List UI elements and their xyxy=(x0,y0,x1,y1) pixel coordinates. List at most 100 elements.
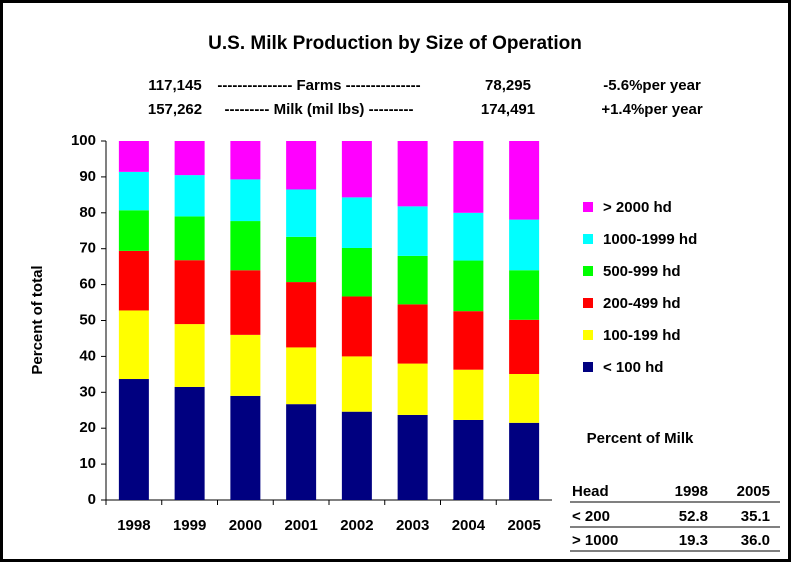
bar-segment xyxy=(397,414,428,500)
annotation-rate: +1.4%per year xyxy=(601,101,702,118)
bar-segment xyxy=(174,386,205,500)
bar-segment xyxy=(341,247,372,297)
bar-segment xyxy=(118,250,149,311)
table-cell: > 1000 xyxy=(572,532,618,549)
x-tick-label: 2004 xyxy=(452,517,486,534)
annotation-end: 78,295 xyxy=(485,77,531,94)
bar-segment xyxy=(453,369,484,420)
bar-segment xyxy=(397,304,428,364)
bar-segment xyxy=(286,141,317,190)
annotation-rate: -5.6%per year xyxy=(603,77,701,94)
bar-segment xyxy=(509,219,540,271)
y-tick-label: 40 xyxy=(79,347,96,364)
bar-segment xyxy=(174,216,205,261)
bar-segment xyxy=(286,404,317,500)
x-tick-label: 1999 xyxy=(173,517,206,534)
bar-segment xyxy=(341,411,372,500)
bar-segment xyxy=(286,236,317,283)
table-cell: 19.3 xyxy=(679,532,708,549)
x-tick-label: 2005 xyxy=(507,517,540,534)
bar-segment xyxy=(174,260,205,325)
legend-swatch xyxy=(583,234,593,244)
chart-title: U.S. Milk Production by Size of Operatio… xyxy=(208,33,582,54)
bar-segment xyxy=(118,310,149,380)
bar-segment xyxy=(397,363,428,415)
bar-segment xyxy=(341,296,372,357)
legend-label: 100-199 hd xyxy=(603,327,681,344)
legend-swatch xyxy=(583,202,593,212)
legend-label: 200-499 hd xyxy=(603,295,681,312)
bar-segment xyxy=(509,319,540,374)
annotation-start: 157,262 xyxy=(148,101,202,118)
bar-segment xyxy=(118,171,149,211)
bar-segment xyxy=(397,206,428,256)
bar-segment xyxy=(230,179,261,222)
bar-segment xyxy=(286,282,317,348)
table-cell: 52.8 xyxy=(679,508,708,525)
bar-segment xyxy=(453,141,484,213)
bar-segment xyxy=(341,141,372,198)
bar-segment xyxy=(509,141,540,220)
bar-segment xyxy=(453,260,484,312)
bar-segment xyxy=(397,255,428,305)
annotation-end: 174,491 xyxy=(481,101,535,118)
y-tick-label: 100 xyxy=(71,132,96,149)
y-tick-label: 90 xyxy=(79,168,96,185)
y-axis-label: Percent of total xyxy=(29,265,46,374)
legend-swatch xyxy=(583,298,593,308)
y-tick-label: 60 xyxy=(79,276,96,293)
annotation-start: 117,145 xyxy=(148,77,201,94)
x-tick-label: 2001 xyxy=(284,517,317,534)
bar-segment xyxy=(453,212,484,261)
table-title: Percent of Milk xyxy=(587,430,694,447)
bar-segment xyxy=(453,311,484,370)
y-tick-label: 20 xyxy=(79,419,96,436)
bar-segment xyxy=(453,419,484,500)
annotation-label: --------------- Farms --------------- xyxy=(217,77,420,94)
y-tick-label: 50 xyxy=(79,311,96,328)
bar-segment xyxy=(230,221,261,271)
x-tick-label: 2000 xyxy=(229,517,262,534)
y-tick-label: 10 xyxy=(79,455,96,472)
y-tick-label: 0 xyxy=(88,491,96,508)
legend-swatch xyxy=(583,362,593,372)
table-cell: 35.1 xyxy=(741,508,770,525)
bar-segment xyxy=(509,422,540,500)
table-header: 1998 xyxy=(675,483,708,500)
bar-segment xyxy=(174,324,205,387)
bar-segment xyxy=(230,141,261,180)
legend-swatch xyxy=(583,266,593,276)
legend-label: 1000-1999 hd xyxy=(603,231,697,248)
bar-segment xyxy=(230,334,261,396)
bar-segment xyxy=(118,379,149,500)
bar-segment xyxy=(397,141,428,207)
bar-segment xyxy=(230,395,261,500)
bar-segment xyxy=(509,373,540,423)
table-cell: < 200 xyxy=(572,508,610,525)
table-header: 2005 xyxy=(737,483,770,500)
y-tick-label: 30 xyxy=(79,383,96,400)
y-tick-label: 80 xyxy=(79,204,96,221)
bar-segment xyxy=(341,356,372,412)
table-cell: 36.0 xyxy=(741,532,770,549)
bar-segment xyxy=(174,175,205,217)
legend-swatch xyxy=(583,330,593,340)
bar-segment xyxy=(509,270,540,320)
x-tick-label: 1998 xyxy=(117,517,150,534)
y-tick-label: 70 xyxy=(79,240,96,257)
bar-segment xyxy=(286,189,317,237)
bar-segment xyxy=(174,141,205,176)
x-tick-label: 2003 xyxy=(396,517,429,534)
bar-segment xyxy=(341,197,372,248)
annotation-label: --------- Milk (mil lbs) --------- xyxy=(224,101,413,118)
bar-segment xyxy=(286,347,317,405)
x-tick-label: 2002 xyxy=(340,517,373,534)
legend-label: < 100 hd xyxy=(603,359,663,376)
legend-label: > 2000 hd xyxy=(603,199,672,216)
table-header: Head xyxy=(572,483,609,500)
bar-segment xyxy=(118,141,149,172)
legend-label: 500-999 hd xyxy=(603,263,681,280)
bar-segment xyxy=(118,210,149,251)
bar-segment xyxy=(230,270,261,335)
